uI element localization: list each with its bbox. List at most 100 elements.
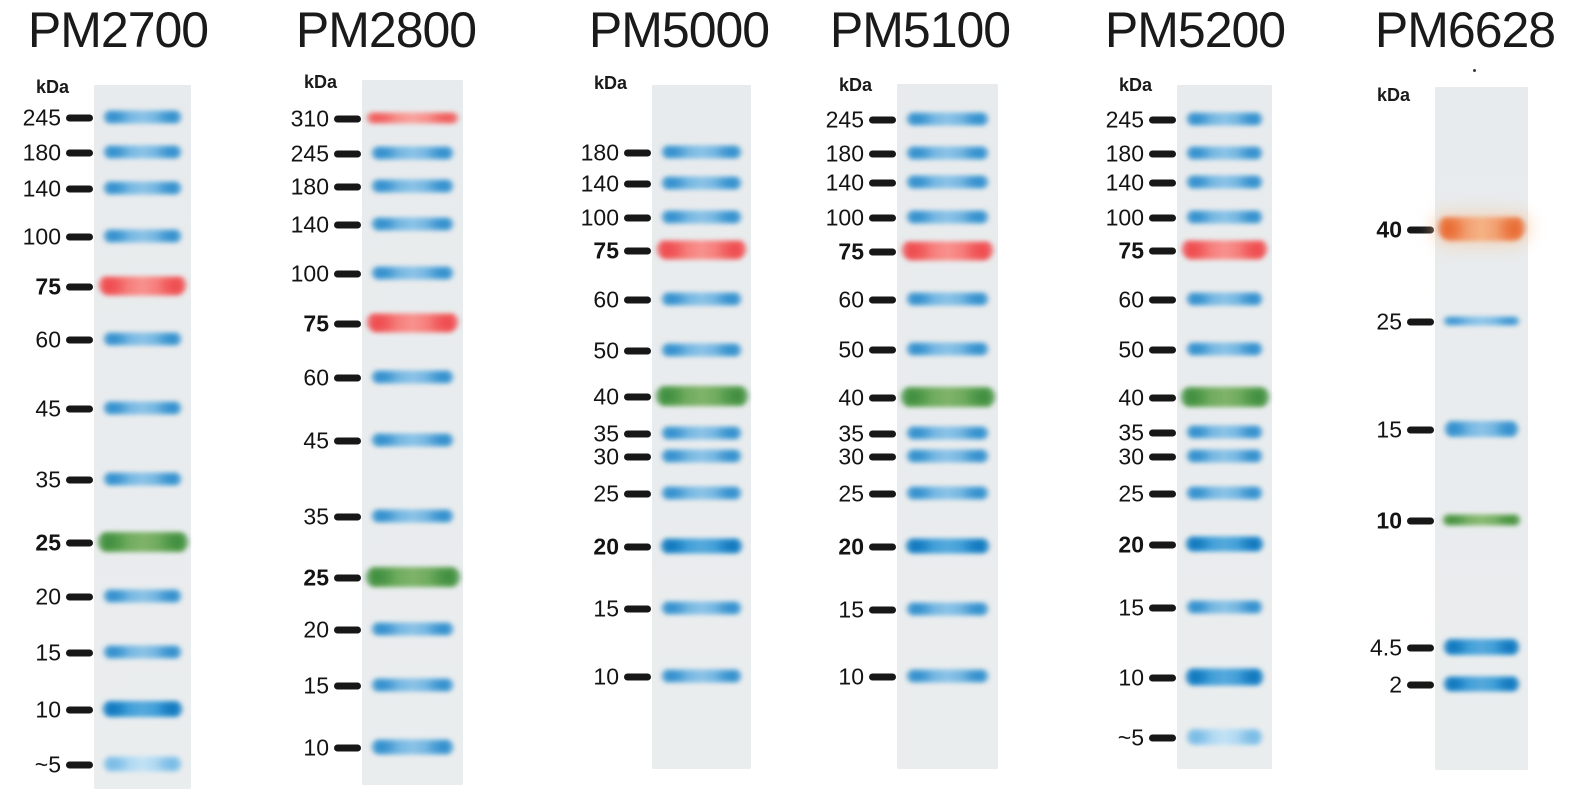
tick-mark-100kda bbox=[334, 270, 361, 278]
mw-label-40kda: 40 bbox=[593, 383, 619, 410]
tick-mark-50kda bbox=[1149, 346, 1176, 354]
stray-dot bbox=[1473, 69, 1476, 72]
tick-mark-10kda bbox=[624, 673, 651, 681]
mw-label-100kda: 100 bbox=[22, 223, 61, 250]
tick-mark-15kda bbox=[1407, 426, 1434, 434]
mw-label-10kda: 10 bbox=[303, 734, 329, 761]
band-140kda bbox=[661, 176, 742, 190]
band-35kda bbox=[371, 509, 454, 523]
band-30kda bbox=[1186, 449, 1263, 463]
mw-label-10kda: 10 bbox=[838, 663, 864, 690]
band-40kda bbox=[654, 386, 749, 406]
band-140kda bbox=[103, 181, 182, 195]
band-75kda bbox=[366, 313, 459, 333]
band-310kda bbox=[366, 112, 459, 124]
band-60kda bbox=[1186, 292, 1263, 306]
tick-mark-245kda bbox=[1149, 116, 1176, 124]
mw-label-25kda: 25 bbox=[838, 480, 864, 507]
mw-label-310kda: 310 bbox=[290, 105, 329, 132]
mw-label-40kda: 40 bbox=[1118, 384, 1144, 411]
mw-label-30kda: 30 bbox=[593, 443, 619, 470]
band-approx-5kda bbox=[1186, 729, 1263, 745]
mw-label-100kda: 100 bbox=[1105, 204, 1144, 231]
tick-mark-75kda bbox=[1149, 247, 1176, 255]
mw-label-50kda: 50 bbox=[593, 337, 619, 364]
band-10kda bbox=[1442, 514, 1521, 526]
tick-mark-35kda bbox=[869, 430, 896, 438]
band-60kda bbox=[906, 292, 989, 306]
band-60kda bbox=[661, 292, 742, 306]
band-4.5kda bbox=[1443, 639, 1520, 655]
tick-mark-10kda bbox=[1407, 517, 1434, 525]
band-15kda bbox=[371, 678, 454, 692]
tick-mark-30kda bbox=[624, 453, 651, 461]
mw-label-50kda: 50 bbox=[1118, 336, 1144, 363]
band-100kda bbox=[661, 210, 742, 224]
tick-mark-35kda bbox=[334, 513, 361, 521]
band-75kda bbox=[901, 241, 994, 261]
mw-label-40kda: 40 bbox=[838, 384, 864, 411]
band-180kda bbox=[1186, 146, 1263, 160]
mw-label-15kda: 15 bbox=[838, 596, 864, 623]
band-100kda bbox=[371, 266, 454, 280]
tick-mark-75kda bbox=[66, 283, 93, 291]
band-2kda bbox=[1443, 676, 1520, 692]
mw-label-35kda: 35 bbox=[838, 420, 864, 447]
band-100kda bbox=[1186, 210, 1263, 224]
tick-mark-45kda bbox=[334, 437, 361, 445]
tick-mark-30kda bbox=[1149, 453, 1176, 461]
mw-label-180kda: 180 bbox=[825, 140, 864, 167]
lane-title-pm2700: PM2700 bbox=[27, 2, 209, 58]
band-140kda bbox=[906, 175, 989, 189]
tick-mark-35kda bbox=[624, 430, 651, 438]
mw-label-140kda: 140 bbox=[580, 170, 619, 197]
mw-label-60kda: 60 bbox=[593, 286, 619, 313]
tick-mark-25kda bbox=[1149, 490, 1176, 498]
mw-label-245kda: 245 bbox=[290, 140, 329, 167]
band-75kda bbox=[656, 240, 747, 260]
mw-label-180kda: 180 bbox=[290, 173, 329, 200]
band-75kda bbox=[1181, 240, 1268, 260]
tick-mark-140kda bbox=[334, 221, 361, 229]
mw-label-15kda: 15 bbox=[1118, 594, 1144, 621]
band-35kda bbox=[906, 426, 989, 440]
kda-unit-label: kDa bbox=[838, 75, 872, 95]
mw-label-35kda: 35 bbox=[593, 420, 619, 447]
band-15kda bbox=[1186, 600, 1263, 614]
band-15kda bbox=[103, 645, 182, 659]
tick-mark-180kda bbox=[624, 149, 651, 157]
band-40kda bbox=[1179, 387, 1270, 407]
lane-title-pm2800: PM2800 bbox=[295, 2, 477, 58]
tick-mark-40kda bbox=[1407, 226, 1434, 234]
band-40kda bbox=[1437, 217, 1526, 241]
tick-mark-10kda bbox=[334, 744, 361, 752]
band-35kda bbox=[661, 426, 742, 440]
mw-label-35kda: 35 bbox=[303, 503, 329, 530]
tick-mark-10kda bbox=[1149, 674, 1176, 682]
mw-label-25kda: 25 bbox=[1376, 308, 1402, 335]
tick-mark-10kda bbox=[869, 673, 896, 681]
mw-label-75kda: 75 bbox=[593, 237, 619, 264]
tick-mark-approx-5kda bbox=[1149, 734, 1176, 742]
tick-mark-50kda bbox=[624, 347, 651, 355]
tick-mark-140kda bbox=[624, 180, 651, 188]
band-50kda bbox=[661, 343, 742, 357]
tick-mark-75kda bbox=[334, 320, 361, 328]
tick-mark-25kda bbox=[1407, 318, 1434, 326]
mw-label-45kda: 45 bbox=[303, 427, 329, 454]
mw-label-140kda: 140 bbox=[290, 211, 329, 238]
band-10kda bbox=[371, 739, 454, 755]
mw-label-approx-5kda: ~5 bbox=[34, 751, 61, 778]
tick-mark-approx-5kda bbox=[66, 761, 93, 769]
band-180kda bbox=[906, 146, 989, 160]
mw-label-60kda: 60 bbox=[838, 286, 864, 313]
band-15kda bbox=[906, 602, 989, 616]
tick-mark-20kda bbox=[624, 543, 651, 551]
band-15kda bbox=[1444, 421, 1519, 437]
tick-mark-40kda bbox=[869, 394, 896, 402]
band-245kda bbox=[906, 112, 989, 126]
tick-mark-25kda bbox=[66, 539, 93, 547]
band-60kda bbox=[371, 370, 454, 384]
band-50kda bbox=[1186, 342, 1263, 356]
